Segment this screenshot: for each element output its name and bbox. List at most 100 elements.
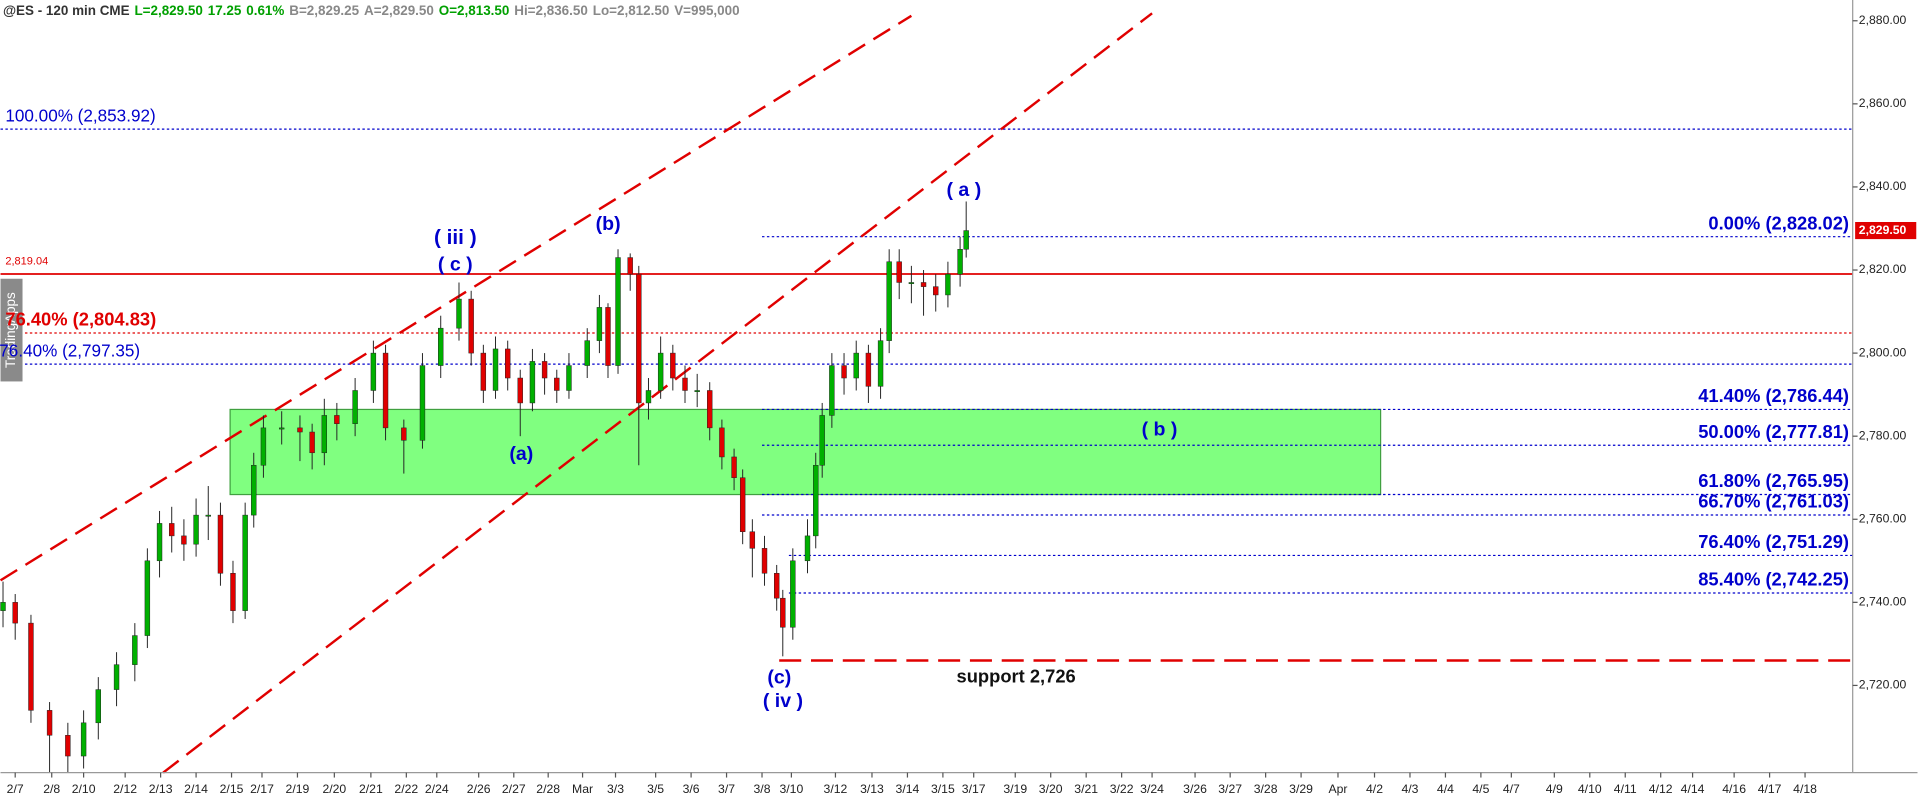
candle-body bbox=[694, 390, 700, 392]
candle-body bbox=[181, 535, 187, 545]
watermark-tab: TradingApps bbox=[0, 278, 23, 382]
x-tick-label: 3/28 bbox=[1254, 782, 1278, 796]
last-price-label: 2,829.50 bbox=[1859, 223, 1907, 237]
level-label: 100.00% (2,853.92) bbox=[5, 106, 155, 125]
x-tick-label: 4/17 bbox=[1758, 782, 1782, 796]
x-tick-label: 3/21 bbox=[1074, 782, 1098, 796]
x-tick-label: 3/8 bbox=[754, 782, 771, 796]
x-tick-label: 3/19 bbox=[1003, 782, 1027, 796]
candle-body bbox=[804, 535, 811, 562]
header: @ES - 120 min CME L=2,829.50 17.25 0.61% B=2… bbox=[3, 3, 740, 18]
x-tick-label: 4/14 bbox=[1681, 782, 1705, 796]
header-item: 17.25 bbox=[208, 3, 242, 18]
x-tick-label: 2/10 bbox=[72, 782, 96, 796]
candle-body bbox=[0, 602, 6, 611]
candle-body bbox=[321, 415, 328, 454]
trendline bbox=[162, 12, 1153, 774]
x-tick-label: 3/27 bbox=[1218, 782, 1242, 796]
tab bbox=[0, 278, 23, 382]
candle-body bbox=[80, 722, 87, 757]
x-tick-label: 2/19 bbox=[286, 782, 310, 796]
y-tick-label: 2,760.00 bbox=[1859, 511, 1907, 525]
candle-body bbox=[707, 390, 713, 429]
candle-body bbox=[657, 352, 664, 391]
x-tick-label: 3/12 bbox=[824, 782, 848, 796]
header-item: Lo=2,812.50 bbox=[593, 3, 670, 18]
candle-body bbox=[908, 282, 915, 284]
wave-label: ( iv ) bbox=[763, 690, 803, 712]
x-tick-label: Mar bbox=[572, 782, 593, 796]
x-tick-label: 3/20 bbox=[1039, 782, 1063, 796]
candle-body bbox=[645, 390, 652, 404]
candle-body bbox=[596, 307, 603, 341]
last-price-box bbox=[1855, 221, 1917, 240]
x-tick-label: 3/24 bbox=[1140, 782, 1164, 796]
header-item: 0.61% bbox=[246, 3, 284, 18]
y-tick-label: 2,800.00 bbox=[1859, 345, 1907, 359]
x-tick-label: 3/6 bbox=[683, 782, 700, 796]
candle-body bbox=[813, 465, 819, 537]
trendline bbox=[0, 14, 913, 582]
candle-body bbox=[886, 261, 892, 341]
candle-body bbox=[731, 456, 737, 478]
candle-body bbox=[554, 377, 560, 391]
wave-label: (a) bbox=[509, 443, 533, 465]
level-label: 50.00% (2,777.81) bbox=[1698, 421, 1849, 442]
candle-body bbox=[297, 427, 303, 433]
x-tick-label: 3/29 bbox=[1289, 782, 1313, 796]
x-tick-label: 3/10 bbox=[779, 782, 803, 796]
plot-area bbox=[0, 12, 1853, 774]
support-label: support 2,726 bbox=[957, 665, 1076, 686]
candle-body bbox=[780, 597, 786, 628]
candle-body bbox=[517, 377, 523, 404]
x-tick-label: 4/9 bbox=[1546, 782, 1563, 796]
x-tick-label: 3/13 bbox=[860, 782, 884, 796]
wave-label: ( b ) bbox=[1142, 419, 1178, 441]
candle-body bbox=[627, 257, 633, 275]
zone bbox=[229, 408, 1382, 496]
x-tick-label: 3/7 bbox=[718, 782, 735, 796]
candle-body bbox=[260, 427, 267, 466]
candle-body bbox=[670, 352, 676, 379]
candle-body bbox=[963, 230, 969, 250]
candle-body bbox=[682, 377, 688, 391]
level-label: 76.40% (2,797.35) bbox=[0, 341, 140, 360]
x-tick-label: 4/5 bbox=[1472, 782, 1489, 796]
y-tick-label: 2,840.00 bbox=[1859, 179, 1907, 193]
candle-body bbox=[505, 348, 511, 379]
y-tick-label: 2,740.00 bbox=[1859, 595, 1907, 609]
candle-body bbox=[719, 427, 725, 458]
candle-body bbox=[113, 664, 120, 690]
y-tick-label: 2,880.00 bbox=[1859, 13, 1907, 27]
x-tick-label: 2/14 bbox=[184, 782, 208, 796]
x-tick-label: 3/5 bbox=[647, 782, 664, 796]
y-tick-label: 2,820.00 bbox=[1859, 262, 1907, 276]
candle-body bbox=[46, 710, 53, 736]
x-tick-label: 2/8 bbox=[43, 782, 60, 796]
candle-body bbox=[615, 257, 621, 366]
candle-body bbox=[169, 523, 175, 537]
candle-body bbox=[193, 514, 199, 545]
header-item: V=995,000 bbox=[674, 3, 739, 18]
header-item: B=2,829.25 bbox=[289, 3, 359, 18]
candle-body bbox=[438, 327, 444, 366]
wave-label: ( c ) bbox=[438, 253, 473, 275]
header-item: Hi=2,836.50 bbox=[514, 3, 588, 18]
candle-body bbox=[774, 573, 780, 599]
candle-body bbox=[605, 307, 611, 366]
candle-body bbox=[957, 249, 963, 275]
candle-body bbox=[819, 415, 825, 466]
candle-body bbox=[636, 273, 642, 404]
x-tick-label: 3/3 bbox=[607, 782, 624, 796]
candle-body bbox=[156, 523, 163, 562]
candle-body bbox=[230, 573, 236, 611]
candle-body bbox=[95, 689, 101, 724]
x-tick-label: 3/22 bbox=[1110, 782, 1134, 796]
candle-body bbox=[65, 735, 71, 757]
x-tick-label: 3/17 bbox=[962, 782, 986, 796]
level-label: 66.70% (2,761.03) bbox=[1698, 491, 1849, 512]
candle-body bbox=[217, 514, 224, 574]
x-tick-label: 2/20 bbox=[322, 782, 346, 796]
header-item: A=2,829.50 bbox=[364, 3, 434, 18]
